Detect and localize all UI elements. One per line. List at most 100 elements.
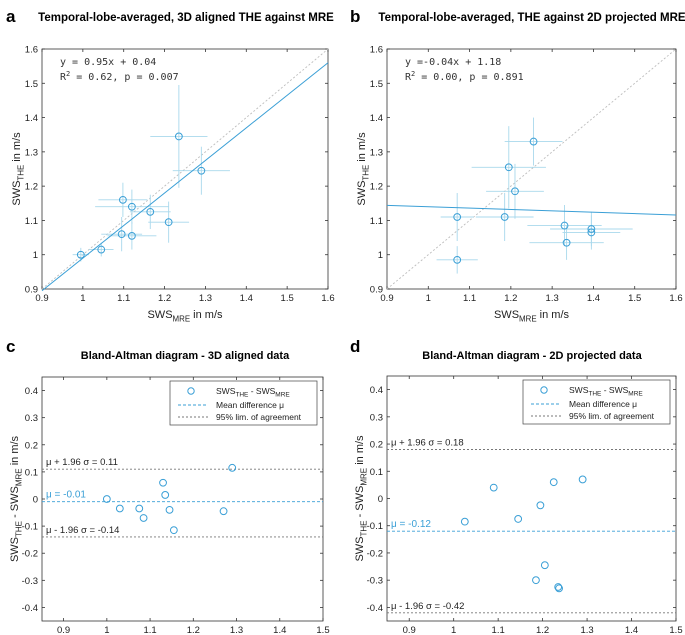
- data-point: [460, 517, 469, 526]
- panel-b-letter: b: [350, 7, 360, 26]
- data-point: [197, 166, 206, 175]
- panel-a-letter: a: [6, 7, 16, 26]
- lower-limit-label: μ - 1.96 σ = -0.42: [391, 601, 464, 612]
- x-tick-label: 1.2: [158, 293, 171, 304]
- data-point: [169, 526, 178, 535]
- data-point: [117, 230, 126, 239]
- y-tick-label: 1.3: [25, 147, 38, 158]
- data-point: [489, 483, 498, 492]
- data-point: [127, 231, 136, 240]
- x-tick-label: 1.4: [625, 625, 638, 635]
- panel-d-letter: d: [350, 337, 360, 356]
- x-tick-label: 1.5: [281, 293, 294, 304]
- y-tick-label: 0.1: [25, 467, 38, 478]
- x-tick-label: 1.1: [463, 293, 476, 304]
- identity-line: [41, 48, 329, 290]
- data-point: [164, 218, 173, 227]
- mean-difference-label: μ = -0.01: [46, 490, 86, 501]
- y-axis-label: SWSTHE in m/s: [11, 132, 25, 206]
- x-tick-label: 1.5: [628, 293, 641, 304]
- x-tick-label: 0.9: [403, 625, 416, 635]
- data-point: [219, 507, 228, 516]
- plot-b: 0.9 1 1.1 1.2 1.3 1.4 1.5 1.6 0.9 1 1.1 1.2 1.3 1.4 1.…: [356, 45, 683, 324]
- data-point: [554, 583, 563, 591]
- x-tick-label: 1.5: [316, 625, 329, 635]
- panel-d-title: Bland-Altman diagram - 2D projected data: [422, 350, 642, 362]
- x-tick-label: 1: [451, 625, 456, 635]
- data-point: [453, 255, 462, 264]
- y-tick-label: 0.4: [370, 385, 383, 396]
- data-point: [536, 501, 545, 510]
- y-tick-label: 0.9: [25, 285, 38, 296]
- regression-line: [41, 62, 329, 292]
- legend-label-limits: 95% lim. of agreement: [216, 412, 302, 422]
- y-tick-label: 0.2: [370, 440, 383, 451]
- x-tick-label: 0.9: [57, 625, 70, 635]
- data-point: [161, 491, 170, 499]
- y-tick-label: -0.2: [22, 549, 38, 560]
- legend-marker-points: [540, 386, 548, 394]
- y-tick-label: 1.2: [370, 182, 383, 193]
- legend-label-points: SWSTHE - SWSMRE: [569, 385, 643, 398]
- x-tick-label: 1.3: [546, 293, 559, 304]
- y-tick-label: 1.5: [370, 79, 383, 90]
- y-tick-label: 1.4: [370, 113, 383, 124]
- data-point: [102, 495, 111, 503]
- y-tick-label: 1.1: [370, 216, 383, 227]
- data-point: [529, 137, 538, 146]
- fit-equation: y = 0.95x + 0.04: [60, 57, 156, 68]
- data-point: [560, 221, 569, 230]
- x-tick-label: 1.4: [587, 293, 600, 304]
- y-tick-label: 1: [33, 250, 38, 261]
- plot-frame: [41, 48, 329, 290]
- y-tick-label: 0: [378, 494, 383, 505]
- y-tick-label: -0.3: [367, 576, 383, 587]
- legend-box: [169, 380, 318, 426]
- data-point: [127, 202, 136, 211]
- data-point: [511, 187, 519, 196]
- y-tick-label: -0.1: [367, 521, 383, 532]
- y-axis-label: SWSTHE - SWSMRE in m/s: [9, 435, 23, 562]
- data-point: [587, 225, 596, 233]
- data-point: [504, 163, 513, 172]
- fit-stats: R2 = 0.62, p = 0.007: [60, 70, 179, 83]
- data-point: [532, 576, 540, 585]
- y-tick-label: 1.3: [370, 147, 383, 158]
- data-point: [500, 213, 509, 221]
- fit-stats: R2 = 0.00, p = 0.891: [405, 70, 524, 83]
- data-point: [549, 478, 558, 487]
- panel-a-title: Temporal-lobe-averaged, 3D aligned THE a…: [38, 12, 334, 24]
- plot-frame: [386, 48, 677, 290]
- x-axis-label: SWSMRE in m/s: [494, 309, 570, 323]
- x-tick-label: 1.3: [580, 625, 593, 635]
- data-point: [118, 195, 127, 204]
- legend-label-mean: Mean difference μ: [216, 400, 284, 410]
- upper-limit-label: μ + 1.96 σ = 0.11: [46, 457, 118, 468]
- y-tick-label: 1.5: [25, 79, 38, 90]
- data-point: [578, 475, 587, 484]
- y-tick-label: 1.6: [370, 45, 383, 56]
- data-point: [562, 238, 571, 247]
- y-axis-label: SWSTHE - SWSMRE in m/s: [354, 435, 368, 562]
- y-tick-label: 1.6: [25, 45, 38, 56]
- x-tick-label: 0.9: [380, 293, 393, 304]
- x-tick-label: 1.4: [240, 293, 253, 304]
- y-tick-label: 0.1: [370, 467, 383, 478]
- y-tick-label: 0.9: [370, 285, 383, 296]
- x-tick-label: 1.2: [536, 625, 549, 635]
- y-tick-label: 1.4: [25, 113, 38, 124]
- y-tick-label: 1.1: [25, 216, 38, 227]
- data-point: [174, 132, 183, 141]
- y-tick-label: -0.3: [22, 576, 38, 587]
- regression-line: [386, 204, 677, 216]
- x-tick-label: 0.9: [35, 293, 48, 304]
- panel-b-title: Temporal-lobe-averaged, THE against 2D p…: [378, 12, 685, 24]
- x-tick-label: 1.1: [143, 625, 156, 635]
- x-tick-label: 1.1: [117, 293, 130, 304]
- y-tick-label: 1.2: [25, 182, 38, 193]
- plot-c: 0.9 1 1.1 1.2 1.3 1.4 1.5 -0.4 -0.3 -0.2 -0.1 0 0.1 0…: [9, 376, 330, 635]
- y-tick-label: 0.3: [370, 412, 383, 423]
- data-point: [135, 504, 144, 513]
- y-tick-label: 1: [378, 250, 383, 261]
